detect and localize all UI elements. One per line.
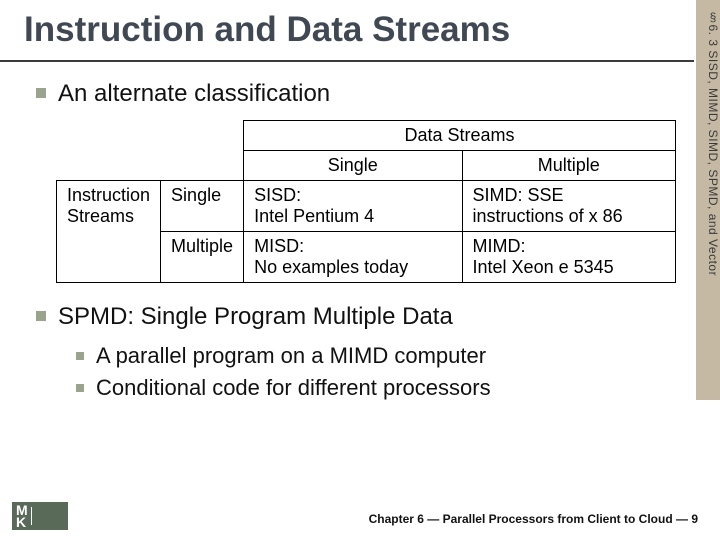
row-multiple: Multiple [161, 232, 244, 283]
page-title: Instruction and Data Streams [24, 10, 510, 50]
title-bar: Instruction and Data Streams [0, 0, 694, 62]
cell-simd: SIMD: SSEinstructions of x 86 [462, 181, 675, 232]
section-side-tab: §6. 3 SISD, MIMD, SIMD, SPMD, and Vector [696, 0, 720, 400]
slide-content: An alternate classification Data Streams… [0, 62, 694, 417]
bullet-icon [76, 384, 84, 392]
logo-divider [31, 507, 32, 525]
sub-bullet-text: Conditional code for different processor… [96, 375, 491, 401]
bullet-item: An alternate classification [36, 80, 664, 108]
cell-misd: MISD:No examples today [244, 232, 462, 283]
publisher-logo: M K [12, 502, 68, 530]
sub-bullet-item: Conditional code for different processor… [76, 375, 664, 401]
row-single: Single [161, 181, 244, 232]
bullet-text: An alternate classification [58, 80, 330, 108]
bullet-item: SPMD: Single Program Multiple Data [36, 303, 664, 331]
bullet-text: SPMD: Single Program Multiple Data [58, 303, 453, 331]
cell-sisd: SISD:Intel Pentium 4 [244, 181, 462, 232]
col-multiple: Multiple [462, 151, 675, 181]
bullet-icon [36, 311, 46, 321]
bullet-icon [36, 88, 46, 98]
table-top-header: Data Streams [244, 121, 676, 151]
footer-text: Chapter 6 — Parallel Processors from Cli… [369, 512, 698, 526]
bullet-icon [76, 352, 84, 360]
sub-bullet-item: A parallel program on a MIMD computer [76, 343, 664, 369]
classification-table: Data Streams Single Multiple Instruction… [56, 120, 676, 283]
cell-mimd: MIMD:Intel Xeon e 5345 [462, 232, 675, 283]
col-single: Single [244, 151, 462, 181]
row-group: Instruction Streams [57, 181, 161, 283]
sub-bullet-text: A parallel program on a MIMD computer [96, 343, 486, 369]
